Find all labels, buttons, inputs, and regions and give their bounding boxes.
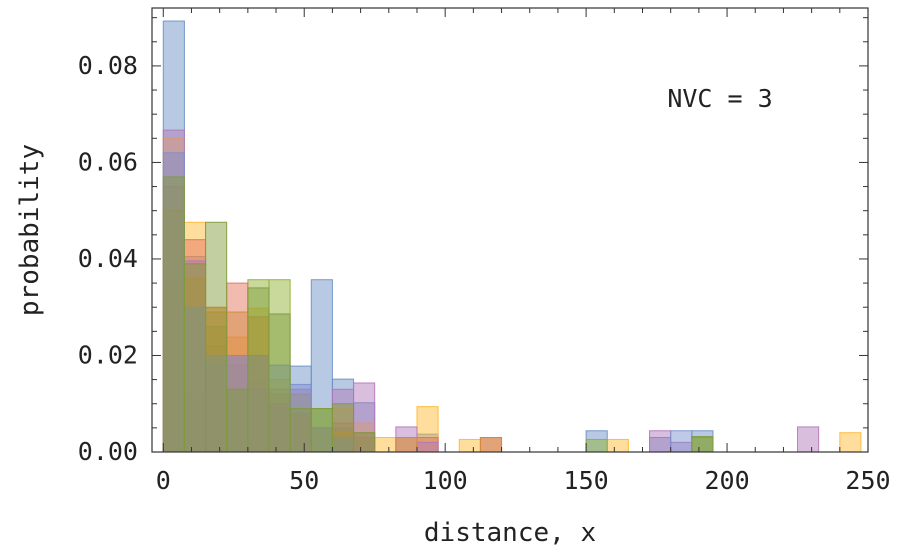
y-axis-title: probability	[15, 144, 45, 316]
bar-s5-b14	[797, 426, 820, 453]
nvc-annotation: NVC = 3	[667, 84, 772, 113]
bar-s3-b11	[585, 438, 608, 453]
bar-s8-b10	[353, 432, 376, 453]
plot-frame	[151, 7, 869, 453]
x-tick-label-2: 100	[423, 466, 468, 495]
bar-s2-b13	[458, 438, 481, 453]
x-tick-label-0: 0	[156, 466, 171, 495]
x-tick-label-4: 200	[704, 466, 749, 495]
bar-s2-b14	[606, 438, 629, 453]
y-tick-label-4: 0.08	[78, 51, 138, 80]
bar-s6-b10	[395, 437, 418, 453]
bar-s8-b2	[183, 263, 207, 453]
bar-s8-b4	[226, 388, 249, 453]
y-tick-label-1: 0.02	[78, 340, 138, 369]
bar-s5-b11	[416, 441, 439, 453]
x-tick-label-5: 250	[845, 466, 890, 495]
y-tick-label-2: 0.04	[78, 244, 138, 273]
bar-s5-b12	[649, 430, 672, 453]
bar-s6-b11	[479, 437, 503, 453]
y-tick-label-3: 0.06	[78, 147, 138, 176]
bar-s8-b5	[247, 287, 270, 453]
bar-s8-b6	[268, 313, 291, 453]
y-tick-label-0: 0.00	[78, 437, 138, 466]
x-tick-label-3: 150	[564, 466, 609, 495]
bar-s8-b11	[691, 436, 714, 453]
x-tick-label-1: 50	[289, 466, 319, 495]
bar-s2-b10	[374, 437, 397, 453]
bar-s8-b1	[162, 176, 185, 453]
bar-s7-b10	[670, 430, 693, 453]
y-tick-labels: 0.00 0.02 0.04 0.06 0.08	[78, 51, 138, 466]
bar-s8-b9	[331, 403, 355, 453]
bar-s8-b7	[289, 408, 312, 453]
x-axis-title: distance, x	[424, 518, 596, 548]
bar-s8-b8	[310, 408, 333, 453]
axis-ticks	[152, 8, 869, 453]
bar-s8-b3	[205, 221, 228, 453]
bar-s2-b15	[839, 432, 862, 453]
x-tick-labels: 0 50 100 150 200 250	[156, 466, 891, 495]
